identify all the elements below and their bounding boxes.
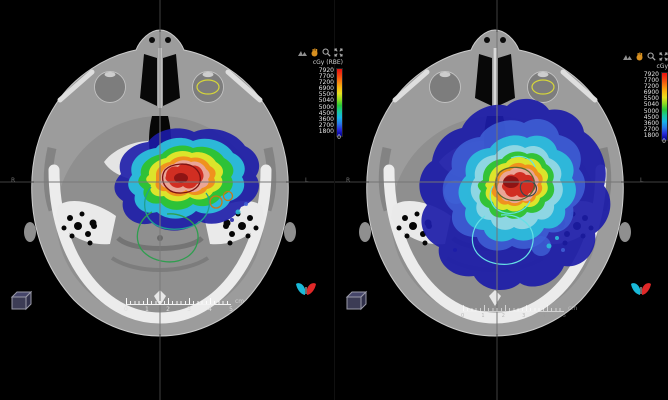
- legend-value: 7200: [318, 79, 334, 87]
- dose-colorbar: [336, 68, 343, 137]
- expand-view-icon[interactable]: [334, 48, 343, 57]
- eye-contour: [196, 79, 220, 95]
- ruler-number: 4: [208, 306, 212, 313]
- legend-value: 2700: [318, 121, 334, 129]
- ruler-numbers: 0 1 2 3 4 5: [461, 313, 566, 319]
- legend-value: 1800: [643, 131, 659, 139]
- structure-contour: [510, 155, 536, 168]
- structure-contour: [519, 180, 538, 197]
- legend-value: 5500: [318, 91, 334, 99]
- viewport-left[interactable]: cGy (RBE) 7920 7700 7200 6900 5500 5040 5000 45…: [0, 0, 343, 400]
- ruler-unit-label: cm: [235, 298, 245, 305]
- patient-orientation-marker-icon: [296, 283, 316, 295]
- ruler-ticks: [126, 298, 231, 305]
- legend-value: 3600: [318, 115, 334, 123]
- cochlea-contour: [209, 195, 223, 209]
- scale-ruler: 0 1 2 3 4 5 cm: [124, 298, 244, 313]
- ruler-number: 3: [187, 306, 191, 313]
- viewport-toolbar: [623, 52, 668, 61]
- hand-tool-icon[interactable]: [310, 48, 319, 57]
- ruler-number: 0: [124, 306, 128, 313]
- scale-ruler: 0 1 2 3 4 5 cm: [461, 305, 577, 319]
- dose-legend: cGy 7920 7700 7200 6900 5500 5040 5000 4500 3600…: [623, 52, 668, 145]
- legend-value: 5000: [318, 103, 334, 111]
- measure-tool-icon[interactable]: [298, 48, 307, 57]
- legend-value: 2700: [643, 125, 659, 133]
- dose-speckles: [453, 236, 565, 252]
- zoom-tool-icon[interactable]: [647, 52, 656, 61]
- legend-value: 6900: [318, 85, 334, 93]
- eye-contour: [531, 79, 555, 95]
- ruler-ticks: [463, 305, 564, 312]
- viewport-toolbar: [298, 48, 343, 57]
- legend-value: 7920: [318, 67, 334, 74]
- dose-legend: cGy (RBE) 7920 7700 7200 6900 5500 5040 5000 45…: [298, 48, 343, 141]
- ruler-number: 1: [481, 313, 485, 319]
- ct-scene-left: [0, 0, 334, 400]
- ruler-number: 5: [229, 306, 233, 313]
- orientation-label-left-side: L: [305, 177, 309, 184]
- legend-value: 5040: [643, 101, 659, 109]
- legend-title: cGy: [656, 63, 668, 70]
- legend-value: 0: [662, 138, 666, 146]
- ruler-unit-label: cm: [568, 305, 578, 312]
- patient-orientation-marker-icon: [631, 283, 651, 295]
- structure-contour: [489, 185, 531, 214]
- legend-value: 4500: [318, 109, 334, 117]
- ruler-number: 3: [522, 313, 526, 319]
- crosshair[interactable]: [335, 0, 668, 400]
- isodose-hotspot: [174, 173, 188, 183]
- legend-values: 7920 7700 7200 6900 5500 5040 5000 4500 3600 2700…: [318, 67, 341, 141]
- ruler-number: 1: [145, 306, 149, 313]
- hand-tool-icon[interactable]: [635, 52, 644, 61]
- 3d-cube-icon[interactable]: [8, 289, 34, 312]
- zoom-tool-icon[interactable]: [322, 48, 331, 57]
- brainstem-contour: [144, 186, 211, 230]
- isodose-overlay-right: [419, 79, 611, 291]
- legend-value: 7700: [318, 73, 334, 81]
- cochlea-contour: [222, 190, 234, 202]
- expand-view-icon[interactable]: [659, 52, 668, 61]
- crosshair[interactable]: [0, 0, 334, 400]
- ct-scene-right: [335, 0, 668, 400]
- orientation-label-right-side: R: [346, 177, 351, 184]
- 3d-cube-icon[interactable]: [343, 289, 369, 312]
- viewport-right[interactable]: cGy 7920 7700 7200 6900 5500 5040 5000 4500 3600…: [334, 0, 668, 400]
- legend-value: 4500: [643, 113, 659, 121]
- target-contour: [161, 163, 202, 194]
- legend-value: 7700: [643, 77, 659, 85]
- legend-value: 7200: [643, 83, 659, 91]
- structure-contour: [471, 214, 534, 265]
- orientation-label-right-side: R: [11, 177, 16, 184]
- dose-colorbar: [661, 72, 668, 141]
- legend-title: cGy (RBE): [312, 59, 343, 66]
- structure-contour: [136, 211, 199, 263]
- ruler-numbers: 0 1 2 3 4 5: [124, 306, 233, 313]
- legend-value: 5500: [643, 95, 659, 103]
- ruler-number: 0: [461, 313, 465, 319]
- legend-value: 7920: [643, 71, 659, 78]
- legend-value: 5000: [643, 107, 659, 115]
- legend-value: 1800: [318, 127, 334, 135]
- ruler-number: 2: [166, 306, 170, 313]
- ruler-number: 4: [542, 313, 546, 319]
- ruler-number: 5: [562, 313, 566, 319]
- orientation-label-left-side: L: [640, 177, 644, 184]
- legend-value: 0: [337, 134, 341, 142]
- ruler-number: 2: [501, 313, 505, 319]
- measure-tool-icon[interactable]: [623, 52, 632, 61]
- legend-values: 7920 7700 7200 6900 5500 5040 5000 4500 3600 2700…: [643, 71, 666, 145]
- target-contour: [495, 166, 536, 202]
- legend-value: 6900: [643, 89, 659, 97]
- legend-value: 5040: [318, 97, 334, 105]
- legend-value: 3600: [643, 119, 659, 127]
- dose-speckles: [230, 202, 248, 222]
- isodose-patch: [531, 236, 551, 256]
